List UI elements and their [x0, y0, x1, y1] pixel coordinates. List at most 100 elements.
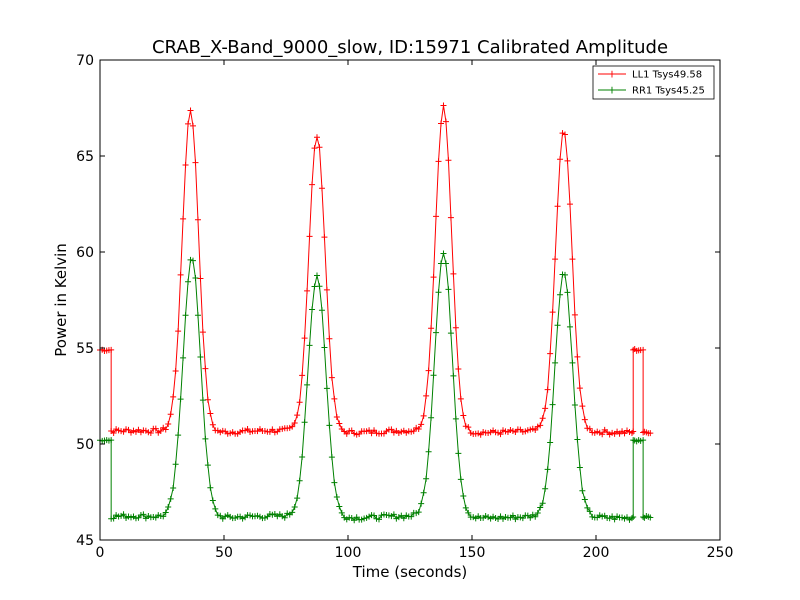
data-point — [289, 423, 296, 430]
data-point — [542, 485, 549, 492]
data-point — [328, 454, 335, 461]
data-point — [450, 372, 457, 379]
data-point — [311, 145, 318, 152]
data-point — [542, 405, 549, 412]
data-point — [152, 425, 159, 432]
y-tick-label: 45 — [76, 533, 94, 549]
data-point — [291, 503, 298, 510]
data-point — [192, 159, 199, 166]
data-point — [420, 489, 427, 496]
data-point — [532, 427, 539, 434]
data-point — [447, 214, 454, 221]
data-point — [571, 311, 578, 318]
data-point — [532, 513, 539, 520]
data-point — [450, 270, 457, 277]
data-point — [110, 515, 117, 522]
data-point — [566, 201, 573, 208]
data-point — [433, 213, 440, 220]
data-point — [537, 504, 544, 511]
data-point — [579, 403, 586, 410]
plot-frame — [99, 59, 721, 541]
data-point — [309, 181, 316, 188]
series-0 — [97, 102, 654, 438]
data-point — [630, 346, 637, 353]
data-point — [331, 395, 338, 402]
data-point — [187, 107, 194, 114]
data-point — [460, 412, 467, 419]
data-point — [172, 368, 179, 375]
data-point — [425, 448, 432, 455]
data-point — [423, 392, 430, 399]
data-point — [452, 415, 459, 422]
data-point — [425, 367, 432, 374]
x-tick-label: 100 — [335, 545, 362, 561]
data-point — [549, 309, 556, 316]
data-point — [165, 504, 172, 511]
x-tick-label: 250 — [707, 545, 734, 561]
plot-area — [97, 102, 654, 524]
data-point — [217, 512, 224, 519]
legend-marker-rr1: + — [607, 84, 616, 97]
data-point — [420, 412, 427, 419]
data-point — [314, 272, 320, 279]
data-point — [202, 365, 209, 372]
data-point — [289, 509, 296, 516]
data-point — [160, 513, 167, 520]
data-point — [162, 509, 169, 516]
data-point — [170, 485, 177, 492]
data-point — [326, 422, 333, 429]
data-point — [430, 372, 437, 379]
data-point — [180, 354, 187, 361]
data-point — [304, 287, 311, 294]
data-point — [348, 427, 355, 434]
data-point — [328, 374, 335, 381]
data-point — [584, 504, 591, 511]
data-point — [571, 402, 578, 409]
data-point — [440, 250, 447, 257]
data-point — [640, 513, 647, 520]
data-point — [336, 420, 343, 427]
x-tick-label: 50 — [215, 545, 233, 561]
data-point — [304, 381, 311, 388]
data-point — [108, 346, 115, 353]
data-point — [569, 359, 576, 366]
data-point — [457, 395, 464, 402]
data-point — [460, 493, 467, 500]
data-point — [318, 307, 325, 314]
data-point — [465, 509, 472, 516]
data-point — [509, 512, 516, 519]
data-point — [388, 426, 395, 433]
y-tick-label: 65 — [76, 149, 94, 165]
data-point — [428, 414, 435, 421]
data-point — [190, 122, 196, 129]
data-point — [630, 428, 637, 435]
data-point — [147, 429, 154, 436]
x-tick-label: 0 — [96, 545, 105, 561]
data-point — [447, 330, 454, 337]
data-point — [438, 120, 444, 127]
data-point — [430, 274, 437, 281]
data-point — [442, 118, 449, 125]
data-point — [554, 322, 561, 329]
data-point — [552, 256, 559, 263]
data-point — [177, 396, 184, 403]
data-point — [586, 425, 593, 432]
data-point — [162, 426, 169, 433]
data-point — [445, 157, 452, 164]
legend-marker-ll1: + — [607, 68, 616, 81]
data-point — [640, 437, 647, 444]
data-point — [544, 386, 551, 393]
data-point — [199, 397, 206, 404]
data-point — [564, 289, 571, 296]
data-point — [306, 342, 313, 349]
data-point — [457, 476, 464, 483]
data-point — [576, 385, 583, 392]
data-point — [557, 291, 564, 298]
data-point — [294, 412, 301, 419]
series-markers — [97, 102, 654, 438]
data-point — [197, 354, 204, 361]
data-point — [390, 511, 397, 518]
data-point — [170, 393, 177, 400]
